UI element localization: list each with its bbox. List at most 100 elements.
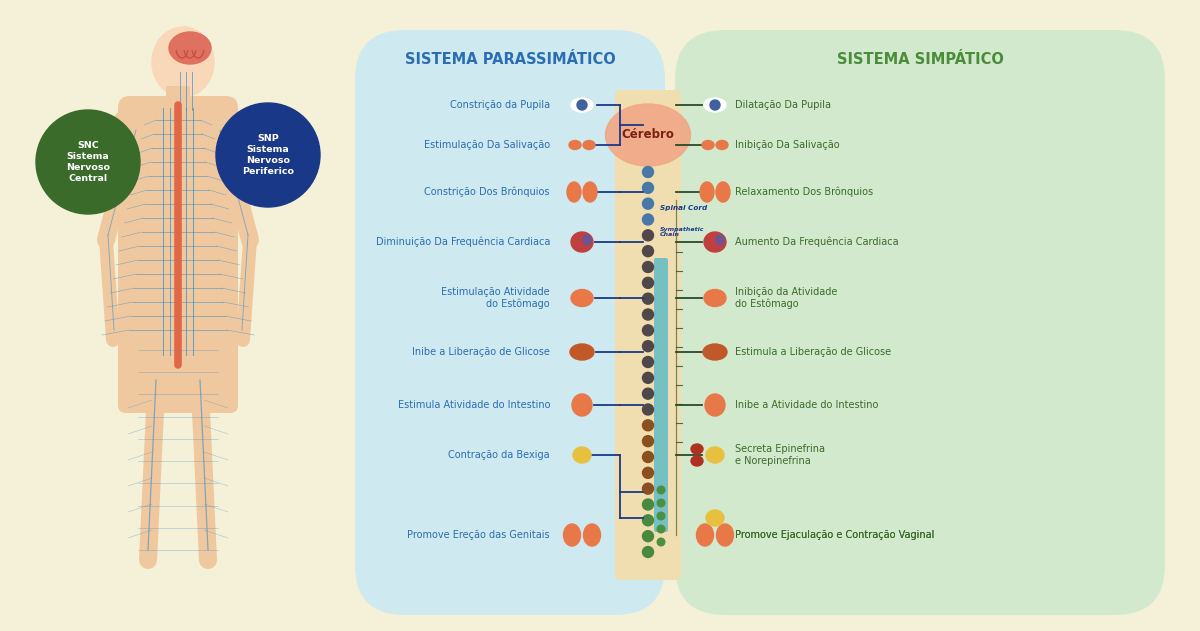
Circle shape: [642, 309, 654, 320]
Ellipse shape: [222, 111, 244, 149]
Ellipse shape: [704, 98, 726, 112]
Circle shape: [658, 525, 665, 533]
Circle shape: [642, 357, 654, 367]
Text: Spinal Cord: Spinal Cord: [660, 205, 707, 211]
Text: Estimula Atividade do Intestino: Estimula Atividade do Intestino: [397, 400, 550, 410]
Circle shape: [642, 214, 654, 225]
Ellipse shape: [152, 27, 214, 97]
Text: Aumento Da Frequência Cardiaca: Aumento Da Frequência Cardiaca: [734, 237, 899, 247]
Circle shape: [577, 100, 587, 110]
Text: SNP
Sistema
Nervoso
Periferico: SNP Sistema Nervoso Periferico: [242, 134, 294, 176]
Ellipse shape: [703, 344, 727, 360]
FancyBboxPatch shape: [654, 258, 668, 532]
Ellipse shape: [112, 111, 134, 149]
Circle shape: [710, 100, 720, 110]
Ellipse shape: [716, 141, 728, 150]
Text: Inibição Da Salivação: Inibição Da Salivação: [734, 140, 840, 150]
FancyBboxPatch shape: [355, 30, 665, 615]
Ellipse shape: [704, 290, 726, 307]
Ellipse shape: [583, 524, 600, 546]
Text: Relaxamento Dos Brônquios: Relaxamento Dos Brônquios: [734, 187, 874, 198]
Ellipse shape: [574, 447, 592, 463]
Text: Constrição Dos Brônquios: Constrição Dos Brônquios: [425, 187, 550, 198]
Circle shape: [642, 452, 654, 463]
Circle shape: [36, 110, 140, 214]
Text: Cérebro: Cérebro: [622, 129, 674, 141]
Text: Secreta Epinefrina
e Norepinefrina: Secreta Epinefrina e Norepinefrina: [734, 444, 826, 466]
Text: SISTEMA PARASSIMÁTICO: SISTEMA PARASSIMÁTICO: [404, 52, 616, 68]
Text: Dilatação Da Pupila: Dilatação Da Pupila: [734, 100, 830, 110]
Ellipse shape: [691, 444, 703, 454]
Ellipse shape: [700, 182, 714, 202]
Circle shape: [642, 245, 654, 257]
Circle shape: [642, 278, 654, 288]
Text: Contração da Bexiga: Contração da Bexiga: [449, 450, 550, 460]
Circle shape: [658, 512, 665, 520]
Text: Inibe a Atividade do Intestino: Inibe a Atividade do Intestino: [734, 400, 878, 410]
Circle shape: [642, 230, 654, 241]
Circle shape: [642, 293, 654, 304]
Text: SISTEMA SIMPÁTICO: SISTEMA SIMPÁTICO: [836, 52, 1003, 68]
FancyBboxPatch shape: [118, 342, 238, 413]
Ellipse shape: [691, 456, 703, 466]
Text: Promove Ereção das Genitais: Promove Ereção das Genitais: [407, 530, 550, 540]
Ellipse shape: [706, 447, 724, 463]
Circle shape: [642, 182, 654, 193]
Ellipse shape: [583, 235, 592, 245]
Text: Estimulação Da Salivação: Estimulação Da Salivação: [424, 140, 550, 150]
Circle shape: [642, 372, 654, 384]
FancyBboxPatch shape: [166, 86, 190, 118]
Circle shape: [642, 546, 654, 558]
Text: Diminuição Da Frequência Cardiaca: Diminuição Da Frequência Cardiaca: [376, 237, 550, 247]
Ellipse shape: [572, 394, 592, 416]
Ellipse shape: [716, 182, 730, 202]
Circle shape: [642, 515, 654, 526]
FancyBboxPatch shape: [674, 30, 1165, 615]
Text: Sympathetic
Chain: Sympathetic Chain: [660, 227, 704, 237]
Ellipse shape: [583, 141, 595, 150]
Ellipse shape: [696, 524, 714, 546]
FancyBboxPatch shape: [118, 96, 238, 380]
Circle shape: [642, 325, 654, 336]
Circle shape: [642, 435, 654, 447]
Ellipse shape: [716, 524, 733, 546]
Ellipse shape: [571, 232, 593, 252]
Text: Estimula a Liberação de Glicose: Estimula a Liberação de Glicose: [734, 347, 892, 357]
Ellipse shape: [706, 394, 725, 416]
Text: Constrição da Pupila: Constrição da Pupila: [450, 100, 550, 110]
Circle shape: [642, 483, 654, 494]
Ellipse shape: [569, 141, 581, 150]
Ellipse shape: [606, 104, 690, 166]
FancyBboxPatch shape: [616, 90, 682, 580]
Ellipse shape: [704, 232, 726, 252]
Ellipse shape: [702, 141, 714, 150]
Circle shape: [642, 420, 654, 431]
Ellipse shape: [583, 182, 598, 202]
Ellipse shape: [568, 182, 581, 202]
Circle shape: [642, 531, 654, 541]
Text: Promove Ejaculação e Contração Vaginal: Promove Ejaculação e Contração Vaginal: [734, 530, 935, 540]
Circle shape: [642, 198, 654, 209]
Ellipse shape: [169, 32, 211, 64]
Ellipse shape: [706, 510, 724, 526]
Circle shape: [642, 341, 654, 351]
Circle shape: [642, 468, 654, 478]
Ellipse shape: [571, 290, 593, 307]
Text: Estimulação Atividade
do Estômago: Estimulação Atividade do Estômago: [442, 287, 550, 309]
Circle shape: [658, 538, 665, 546]
Circle shape: [642, 261, 654, 273]
Text: SNC
Sistema
Nervoso
Central: SNC Sistema Nervoso Central: [66, 141, 110, 183]
Ellipse shape: [570, 344, 594, 360]
Ellipse shape: [716, 235, 724, 245]
Circle shape: [216, 103, 320, 207]
Circle shape: [642, 499, 654, 510]
Text: Promove Ejaculação e Contração Vaginal: Promove Ejaculação e Contração Vaginal: [734, 530, 935, 540]
Circle shape: [658, 499, 665, 507]
Text: Inibe a Liberação de Glicose: Inibe a Liberação de Glicose: [412, 347, 550, 357]
Circle shape: [642, 388, 654, 399]
Text: Inibição da Atividade
do Estômago: Inibição da Atividade do Estômago: [734, 287, 838, 309]
Ellipse shape: [564, 524, 581, 546]
Ellipse shape: [571, 98, 593, 112]
Circle shape: [658, 487, 665, 494]
Circle shape: [642, 167, 654, 177]
